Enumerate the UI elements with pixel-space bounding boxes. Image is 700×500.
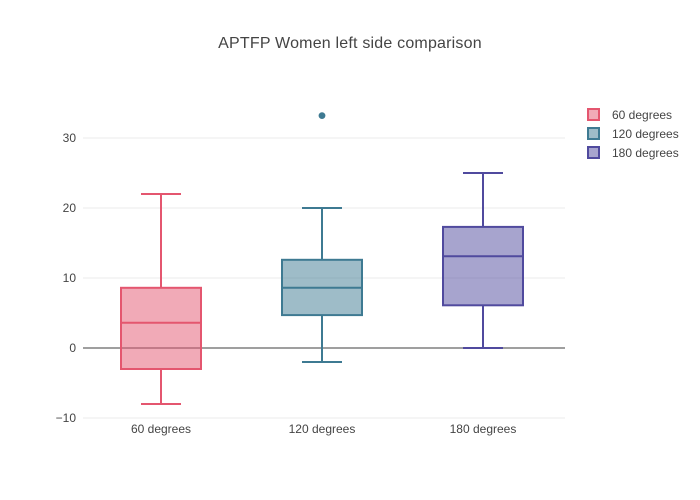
plot-area[interactable] bbox=[83, 88, 565, 420]
y-tick-label-0: 0 bbox=[69, 341, 76, 355]
legend-label-120-degrees: 120 degrees bbox=[612, 126, 679, 141]
x-tick-label-120-degrees: 120 degrees bbox=[289, 422, 356, 436]
legend: 60 degrees 120 degrees 180 degrees bbox=[587, 105, 679, 162]
legend-label-60-degrees: 60 degrees bbox=[612, 107, 673, 122]
legend-swatch-60-degrees-icon bbox=[587, 108, 600, 121]
outlier-point-120-degrees bbox=[318, 112, 326, 119]
y-tick-label-20: 20 bbox=[63, 201, 77, 215]
y-tick-label-30: 30 bbox=[63, 131, 77, 145]
y-tick-label--10: −10 bbox=[56, 411, 77, 425]
x-tick-label-180-degrees: 180 degrees bbox=[450, 422, 517, 436]
legend-item-180-degrees[interactable]: 180 degrees bbox=[587, 143, 679, 162]
chart-title: APTFP Women left side comparison bbox=[218, 35, 482, 52]
box-60-degrees bbox=[120, 286, 202, 370]
legend-item-60-degrees[interactable]: 60 degrees bbox=[587, 105, 679, 124]
legend-swatch-120-degrees-icon bbox=[587, 127, 600, 140]
y-tick-label-10: 10 bbox=[63, 271, 77, 285]
legend-swatch-180-degrees-icon bbox=[587, 146, 600, 159]
x-tick-label-60-degrees: 60 degrees bbox=[131, 422, 191, 436]
legend-label-180-degrees: 180 degrees bbox=[612, 145, 679, 160]
box-180-degrees bbox=[442, 225, 524, 307]
legend-item-120-degrees[interactable]: 120 degrees bbox=[587, 124, 679, 143]
